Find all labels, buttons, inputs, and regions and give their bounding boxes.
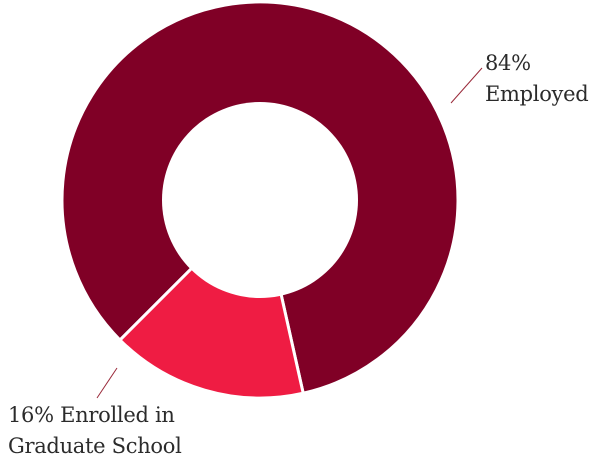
label-enrolled-line-2: Graduate School: [8, 434, 182, 458]
label-enrolled: 16% Enrolled in Graduate School: [8, 403, 182, 458]
label-employed-line-1: 84%: [485, 51, 531, 75]
hole: [162, 102, 358, 298]
leader-line-employed: [450, 67, 483, 104]
leader-line-enrolled: [96, 367, 118, 399]
label-employed: 84% Employed: [485, 51, 588, 106]
label-employed-line-2: Employed: [485, 82, 588, 106]
label-enrolled-line-1: 16% Enrolled in: [8, 403, 175, 427]
